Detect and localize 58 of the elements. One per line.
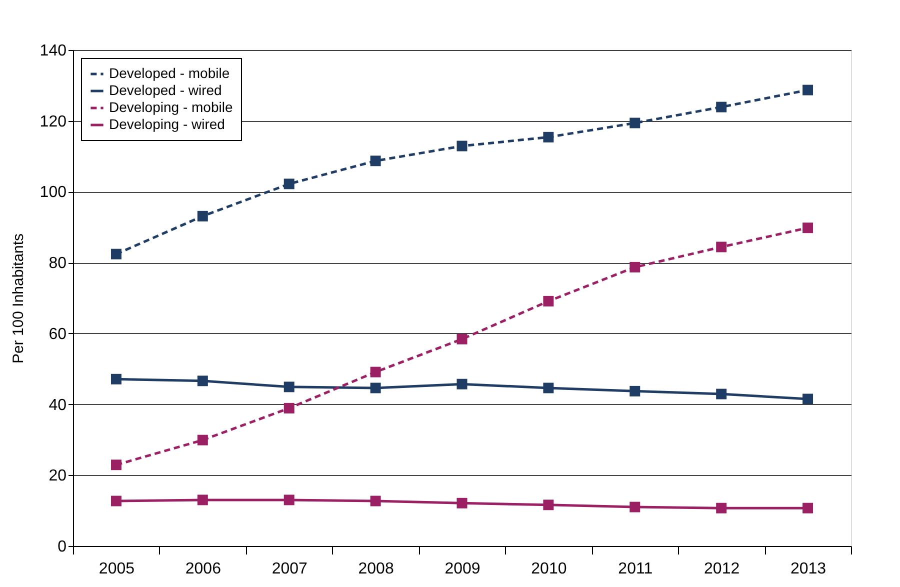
point bbox=[110, 496, 122, 506]
point bbox=[284, 382, 294, 392]
point bbox=[802, 502, 814, 514]
point bbox=[630, 502, 640, 512]
x-tick-label: 2006 bbox=[185, 560, 222, 578]
legend-label: Developed - mobile bbox=[109, 65, 230, 81]
point bbox=[543, 296, 554, 306]
point bbox=[197, 376, 208, 386]
point bbox=[110, 460, 122, 470]
legend-label: Developed - wired bbox=[109, 82, 222, 98]
y-tick-label: 60 bbox=[48, 326, 67, 343]
point bbox=[543, 382, 554, 394]
point bbox=[370, 366, 381, 378]
point bbox=[802, 84, 814, 96]
point bbox=[802, 394, 814, 404]
point bbox=[370, 382, 381, 394]
point bbox=[284, 402, 294, 414]
point bbox=[110, 248, 122, 260]
point bbox=[284, 178, 294, 190]
point bbox=[456, 378, 468, 390]
point bbox=[456, 334, 468, 344]
y-tick-label: 80 bbox=[48, 255, 67, 272]
x-tick-label: 2011 bbox=[618, 560, 653, 578]
point bbox=[716, 242, 727, 252]
y-tick-label: 140 bbox=[40, 42, 67, 60]
point bbox=[716, 502, 727, 514]
point bbox=[802, 222, 814, 234]
x-tick-label: 2007 bbox=[272, 560, 308, 578]
x-tick-label: 2005 bbox=[98, 560, 135, 578]
point bbox=[543, 500, 554, 510]
x-tick-label: 2008 bbox=[358, 560, 394, 578]
point bbox=[197, 494, 208, 506]
point bbox=[630, 386, 640, 396]
point bbox=[284, 494, 294, 506]
point bbox=[630, 262, 640, 272]
point bbox=[456, 140, 468, 152]
point bbox=[197, 434, 208, 446]
point bbox=[370, 156, 381, 166]
x-tick-label: 2010 bbox=[531, 560, 567, 578]
point bbox=[543, 132, 554, 142]
point bbox=[456, 498, 468, 508]
y-axis-title: Per 100 Inhabitants bbox=[10, 233, 27, 364]
y-tick-label: 120 bbox=[40, 113, 67, 130]
x-tick-label: 2013 bbox=[790, 560, 826, 578]
legend-label: Developing - mobile bbox=[109, 99, 233, 115]
point bbox=[110, 374, 122, 384]
point bbox=[370, 496, 381, 506]
y-tick-label: 40 bbox=[48, 396, 67, 414]
x-tick-label: 2009 bbox=[444, 560, 480, 578]
legend-label: Developing - wired bbox=[109, 116, 225, 132]
point bbox=[197, 210, 208, 222]
y-tick-label: 0 bbox=[58, 538, 67, 556]
point bbox=[630, 118, 640, 128]
point bbox=[716, 388, 727, 400]
y-tick-label: 100 bbox=[40, 184, 67, 202]
y-tick-label: 20 bbox=[48, 468, 67, 485]
point bbox=[716, 102, 727, 112]
x-tick-label: 2012 bbox=[704, 560, 740, 578]
